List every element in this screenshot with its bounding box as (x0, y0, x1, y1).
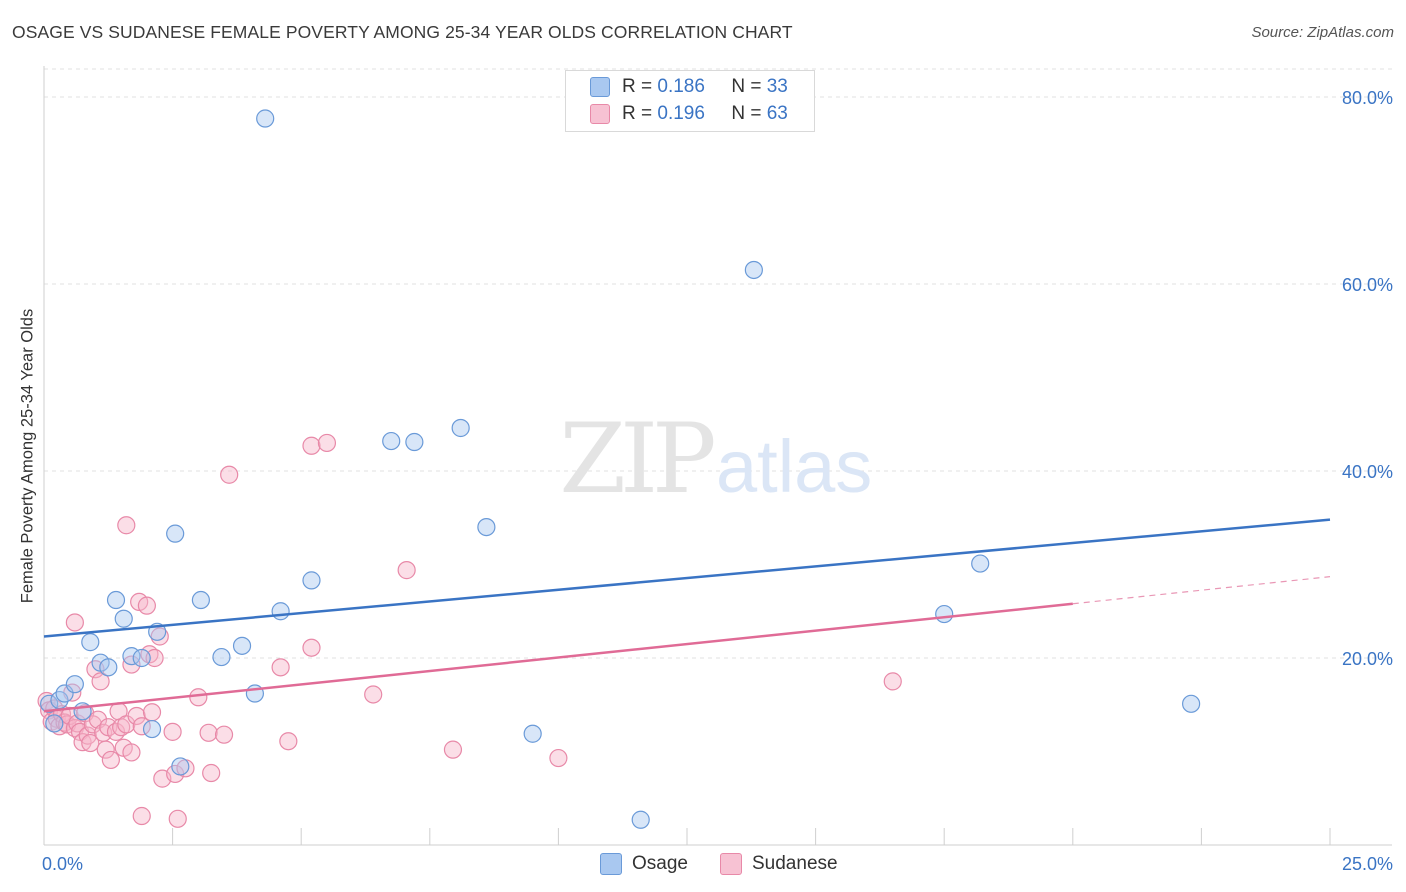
y-tick-label: 20.0% (1342, 649, 1393, 669)
sudanese-point (302, 638, 321, 657)
y-tick-label: 80.0% (1342, 88, 1393, 108)
y-axis-label: Female Poverty Among 25-34 Year Olds (18, 308, 37, 604)
sudanese-point (199, 723, 218, 742)
watermark-zip: ZIP (559, 403, 714, 515)
sudanese-point (168, 809, 187, 828)
osage-point (212, 647, 231, 667)
y-tick-label: 60.0% (1342, 275, 1393, 295)
sudanese-point (364, 685, 383, 704)
sudanese-point (279, 732, 298, 751)
osage-swatch (590, 77, 610, 97)
sudanese-point (132, 806, 151, 826)
sudanese-point (443, 740, 463, 759)
osage-r-value: 0.186 (657, 76, 705, 97)
osage-point (256, 109, 275, 128)
r-label: R = (622, 76, 653, 97)
axes (43, 66, 1392, 846)
sudanese-point (91, 672, 110, 691)
n-label: N = (731, 103, 762, 124)
osage-legend-swatch (600, 853, 622, 875)
zipatlas-watermark: ZIP atlas (559, 403, 872, 515)
osage-point (191, 590, 210, 610)
osage-point (45, 714, 64, 733)
sudanese-point (127, 706, 146, 726)
osage-point (382, 431, 401, 451)
sudanese-point (132, 717, 151, 736)
osage-point (99, 658, 118, 677)
sudanese-point (78, 726, 97, 745)
source-credit: Source: ZipAtlas.com (1251, 24, 1394, 41)
sudanese-trend-extension (1072, 576, 1331, 605)
sudanese-point (81, 733, 100, 753)
sudanese-legend-swatch (720, 853, 742, 875)
osage-point (232, 636, 252, 655)
sudanese-point (65, 613, 84, 632)
osage-point (81, 633, 100, 652)
sudanese-trend-line (43, 602, 1073, 713)
sudanese-point (112, 718, 131, 737)
osage-point (166, 524, 185, 543)
sudanese-point (117, 516, 136, 535)
sudanese-point (202, 763, 221, 783)
osage-point (132, 648, 151, 668)
sudanese-point (302, 436, 321, 455)
osage-point (114, 609, 133, 628)
sudanese-r-value: 0.196 (657, 103, 705, 124)
sudanese-point (163, 722, 182, 741)
sudanese-point (142, 703, 162, 722)
sudanese-point (271, 658, 290, 677)
osage-point (1182, 694, 1201, 713)
sudanese-legend-label: Sudanese (752, 853, 838, 874)
r-label: R = (622, 103, 653, 124)
sudanese-point (189, 688, 208, 707)
sudanese-point (549, 748, 568, 768)
sudanese-point (883, 672, 902, 691)
trend-lines (43, 518, 1331, 713)
sudanese-point (101, 750, 120, 770)
sudanese-point (214, 725, 234, 744)
osage-point (477, 517, 496, 537)
x-tick-label-max: 25.0% (1342, 854, 1393, 874)
osage-point (65, 675, 84, 694)
osage-point (302, 571, 321, 590)
watermark-atlas: atlas (716, 425, 872, 508)
osage-n-value: 33 (766, 76, 788, 97)
y-tick-label: 40.0% (1342, 462, 1393, 482)
osage-point (271, 602, 290, 621)
osage-point (523, 724, 542, 743)
osage-point (73, 702, 92, 721)
tick-labels: 20.0% 40.0% 60.0% 80.0% 0.0% 25.0% (42, 88, 1393, 874)
gridlines (44, 68, 1392, 659)
osage-point (142, 719, 162, 739)
sudanese-point (397, 561, 416, 580)
osage-point (106, 590, 126, 610)
sudanese-point (317, 433, 337, 453)
osage-point (744, 260, 763, 280)
osage-point (971, 554, 990, 573)
osage-legend-label: Osage (632, 853, 688, 874)
osage-point (935, 604, 954, 624)
sudanese-swatch (590, 104, 610, 124)
osage-point (171, 757, 190, 776)
osage-trend-line (43, 518, 1331, 638)
sudanese-point (122, 743, 141, 762)
sudanese-point (145, 648, 164, 668)
sudanese-n-value: 63 (766, 103, 788, 124)
osage-point (631, 810, 650, 829)
sudanese-point (137, 596, 156, 615)
correlation-legend: R = 0.186 N = 33 R = 0.196 N = 63 (565, 70, 815, 132)
osage-point (405, 432, 424, 452)
osage-point (451, 418, 470, 438)
sudanese-point (220, 465, 239, 484)
sudanese-point (96, 740, 115, 759)
chart-title: OSAGE VS SUDANESE FEMALE POVERTY AMONG 2… (12, 22, 793, 42)
n-label: N = (731, 76, 762, 97)
osage-point (40, 694, 59, 713)
x-tick-label-min: 0.0% (42, 854, 83, 874)
